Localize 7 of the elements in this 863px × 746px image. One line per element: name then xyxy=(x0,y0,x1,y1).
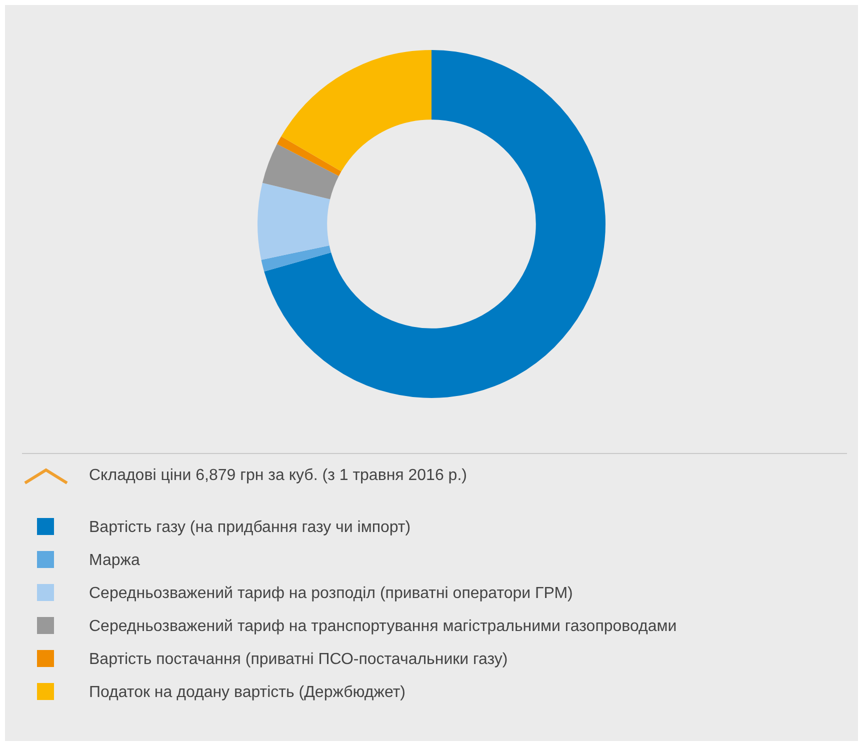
legend-label: Вартість постачання (приватні ПСО-постачальники газу) xyxy=(89,650,508,670)
legend-label: Середньозважений тариф на розподіл (приватні оператори ГРМ) xyxy=(89,584,573,604)
legend-label: Податок на додану вартість (Держбюджет) xyxy=(89,683,406,703)
legend-label: Маржа xyxy=(89,551,140,571)
legend-label: Середньозважений тариф на транспортування магістральними газопроводами xyxy=(89,617,677,637)
text: Складові ціни 6,879 грн за куб. (з 1 травня 2016 р.) xyxy=(89,467,467,485)
legend-label: Вартість газу (на придбання газу чи імпорт) xyxy=(89,518,411,538)
